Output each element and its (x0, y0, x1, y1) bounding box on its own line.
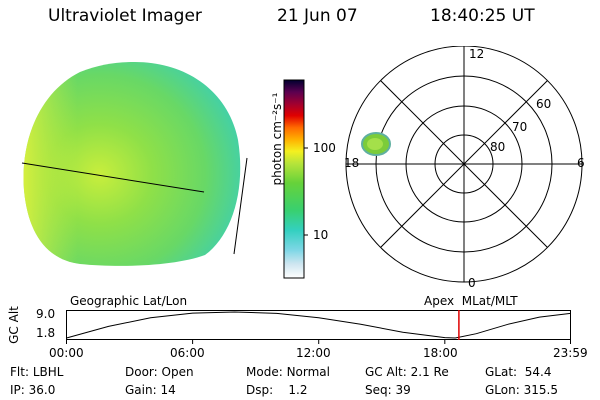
mlat-label-60: 60 (536, 97, 552, 111)
y-tick-1-8: 1.8 (36, 326, 56, 340)
glat-value: 54.4 (524, 365, 552, 379)
dsp-value: 1.2 (288, 383, 308, 397)
color-scale (283, 79, 308, 279)
x-tick-1800: 18:00 (423, 346, 458, 360)
x-tick-2359: 23:59 (553, 346, 588, 360)
instrument-title: Ultraviolet Imager (48, 6, 202, 26)
colorbar-tick-10: 10 (313, 228, 329, 242)
x-tick-1200: 12:00 (296, 346, 331, 360)
mlat-label-80: 80 (490, 140, 506, 154)
mlat-label-70: 70 (512, 120, 528, 134)
mlt-label-0: 0 (468, 276, 476, 290)
x-tick-0600: 06:00 (170, 346, 205, 360)
altitude-timeline (66, 310, 571, 344)
terminator-line (21, 162, 205, 193)
info-dsp: Dsp: 1.2 (246, 383, 308, 397)
mlt-label-6: 6 (577, 156, 585, 170)
info-gain: Gain: 14 (125, 383, 176, 397)
timeline-left-title: Geographic Lat/Lon (70, 294, 188, 308)
info-ip: IP: 36.0 (10, 383, 56, 397)
mlt-label-18: 18 (344, 156, 360, 170)
seq-value: 39 (395, 383, 411, 397)
mode-value: Normal (286, 365, 330, 379)
earth-disk-image (21, 62, 248, 266)
colorbar-tick-100: 100 (313, 141, 336, 155)
info-filter: Flt: LBHL (10, 365, 64, 379)
gcalt-value: 2.1 Re (410, 365, 449, 379)
info-mode: Mode: Normal (246, 365, 330, 379)
color-bar (283, 79, 305, 279)
info-gc-alt: GC Alt: 2.1 Re (365, 365, 449, 379)
gain-value: 14 (160, 383, 176, 397)
timeline-right-title: Apex MLat/MLT (424, 294, 518, 308)
ip-value: 36.0 (28, 383, 56, 397)
door-value: Open (161, 365, 194, 379)
glon-value: 315.5 (523, 383, 558, 397)
info-door: Door: Open (125, 365, 194, 379)
altitude-curve (66, 311, 571, 339)
info-seq: Seq: 39 (365, 383, 411, 397)
colorbar-unit-label: photon cm⁻²s⁻¹ (270, 92, 284, 186)
mlt-label-12: 12 (469, 47, 485, 61)
y-tick-9: 9.0 (36, 307, 56, 321)
limb-line (233, 157, 248, 255)
x-tick-0000: 00:00 (49, 346, 84, 360)
info-glat: GLat: 54.4 (485, 365, 552, 379)
observation-time: 18:40:25 UT (430, 6, 535, 26)
info-glon: GLon: 315.5 (485, 383, 558, 397)
observation-date: 21 Jun 07 (277, 6, 358, 26)
filter-value: LBHL (32, 365, 64, 379)
timeline-axis-label: GC Alt (7, 306, 21, 344)
polar-plot (345, 46, 583, 283)
